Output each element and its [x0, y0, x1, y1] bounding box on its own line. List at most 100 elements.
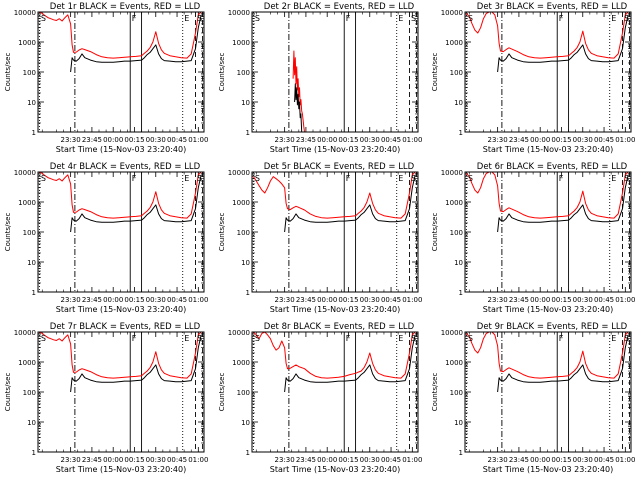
y-tick-label: 1: [246, 129, 250, 137]
y-axis-label: Counts/sec: [4, 213, 12, 252]
x-tick-label: 00:30: [360, 136, 380, 144]
panel-title: Det 3r BLACK = Events, RED = LLD: [477, 2, 628, 12]
x-axis-label: Start Time (15-Nov-03 23:20:40): [56, 465, 186, 474]
event-marker-label: F: [346, 14, 351, 23]
x-tick-label: 00:00: [317, 456, 337, 464]
x-tick-label: 00:45: [594, 296, 614, 304]
x-tick-label: 00:00: [530, 136, 550, 144]
panel-det-2: Det 2r BLACK = Events, RED = LLD Counts/s…: [218, 2, 422, 154]
x-axis-label: Start Time (15-Nov-03 23:20:40): [270, 145, 400, 154]
event-marker-label: E: [611, 14, 616, 23]
x-tick-label: 00:30: [573, 296, 593, 304]
y-tick-label: 10: [241, 99, 250, 107]
panel-det-4: Det 4r BLACK = Events, RED = LLD Counts/s…: [4, 162, 208, 314]
event-marker-label: S: [197, 174, 202, 183]
y-tick-label: 10000: [14, 9, 36, 17]
x-axis-label: Start Time (15-Nov-03 23:20:40): [483, 305, 613, 314]
event-marker-label: E: [398, 14, 403, 23]
y-tick-label: 1: [32, 449, 36, 457]
y-tick-label: 100: [23, 389, 36, 397]
plot-frame: [464, 331, 632, 453]
panel-title: Det 1r BLACK = Events, RED = LLD: [50, 2, 201, 12]
x-tick-label: 01:00: [402, 296, 422, 304]
x-tick-label: 00:15: [124, 296, 144, 304]
x-tick-label: 00:15: [551, 136, 571, 144]
event-marker-label: S: [41, 174, 46, 183]
y-tick-label: 100: [237, 229, 250, 237]
panel-det-6: Det 6r BLACK = Events, RED = LLD Counts/s…: [431, 162, 635, 314]
x-tick-label: 23:45: [509, 136, 529, 144]
x-tick-label: 00:00: [317, 296, 337, 304]
x-axis-label: Start Time (15-Nov-03 23:20:40): [56, 305, 186, 314]
y-axis-label: Counts/sec: [218, 373, 226, 412]
event-marker-label: S: [197, 334, 202, 343]
x-tick-label: 23:30: [488, 456, 508, 464]
y-tick-label: 10: [27, 99, 36, 107]
y-tick-label: 10: [241, 419, 250, 427]
y-tick-label: 100: [450, 229, 463, 237]
x-tick-label: 00:00: [103, 456, 123, 464]
event-marker-label: E: [184, 14, 189, 23]
events-series-line: [294, 83, 303, 132]
x-tick-label: 00:15: [338, 296, 358, 304]
x-tick-label: 00:30: [146, 456, 166, 464]
event-marker-label: F: [346, 334, 351, 343]
panel-det-9: Det 9r BLACK = Events, RED = LLD Counts/s…: [431, 322, 635, 474]
panel-title: Det 4r BLACK = Events, RED = LLD: [50, 162, 201, 172]
x-tick-label: 23:30: [275, 136, 295, 144]
x-tick-label: 23:45: [82, 296, 102, 304]
event-marker-label: F: [346, 174, 351, 183]
x-tick-label: 00:00: [530, 296, 550, 304]
y-tick-label: 100: [237, 69, 250, 77]
event-marker-label: S: [411, 334, 416, 343]
event-marker-label: E: [398, 334, 403, 343]
plot-frame: [251, 331, 419, 453]
x-axis-label: Start Time (15-Nov-03 23:20:40): [270, 465, 400, 474]
y-axis-label: Counts/sec: [431, 53, 439, 92]
panel-title: Det 9r BLACK = Events, RED = LLD: [477, 322, 628, 332]
x-tick-label: 01:00: [188, 136, 208, 144]
x-tick-label: 01:00: [402, 456, 422, 464]
events-series-line: [284, 174, 416, 233]
y-tick-label: 1: [32, 129, 36, 137]
x-tick-label: 00:15: [551, 456, 571, 464]
lld-series-line: [39, 172, 204, 219]
y-tick-label: 1: [459, 449, 463, 457]
y-tick-label: 1: [459, 129, 463, 137]
x-tick-label: 00:45: [167, 456, 187, 464]
x-tick-label: 00:15: [124, 456, 144, 464]
panel-title: Det 8r BLACK = Events, RED = LLD: [264, 322, 415, 332]
panel-data-region: [465, 12, 631, 132]
y-tick-label: 10000: [14, 169, 36, 177]
x-axis-label: Start Time (15-Nov-03 23:20:40): [483, 465, 613, 474]
y-axis-label: Counts/sec: [431, 213, 439, 252]
x-tick-label: 00:00: [103, 296, 123, 304]
x-axis-label: Start Time (15-Nov-03 23:20:40): [270, 305, 400, 314]
panel-data-region: [252, 172, 418, 292]
x-tick-label: 23:30: [61, 296, 81, 304]
plot-frame: [251, 11, 419, 133]
x-tick-label: 23:45: [82, 456, 102, 464]
plot-frame: [37, 171, 205, 293]
panel-data-region: [465, 332, 631, 452]
y-tick-label: 10: [27, 419, 36, 427]
y-tick-label: 10: [454, 259, 463, 267]
y-tick-label: 10: [27, 259, 36, 267]
x-tick-label: 23:45: [82, 136, 102, 144]
event-marker-label: E: [184, 334, 189, 343]
events-series-line: [284, 334, 416, 393]
y-tick-label: 100: [237, 389, 250, 397]
x-tick-label: 23:45: [296, 296, 316, 304]
events-series-line: [70, 334, 202, 393]
x-tick-label: 01:00: [615, 296, 635, 304]
panel-det-3: Det 3r BLACK = Events, RED = LLD Counts/s…: [431, 2, 635, 154]
lld-series-line: [253, 332, 418, 379]
plot-frame: [37, 331, 205, 453]
events-series-line: [70, 14, 202, 73]
event-marker-label: S: [411, 14, 416, 23]
y-tick-label: 1000: [18, 39, 36, 47]
x-tick-label: 00:15: [551, 296, 571, 304]
y-axis-label: Counts/sec: [218, 213, 226, 252]
x-tick-label: 23:45: [296, 136, 316, 144]
event-marker-label: F: [559, 174, 564, 183]
